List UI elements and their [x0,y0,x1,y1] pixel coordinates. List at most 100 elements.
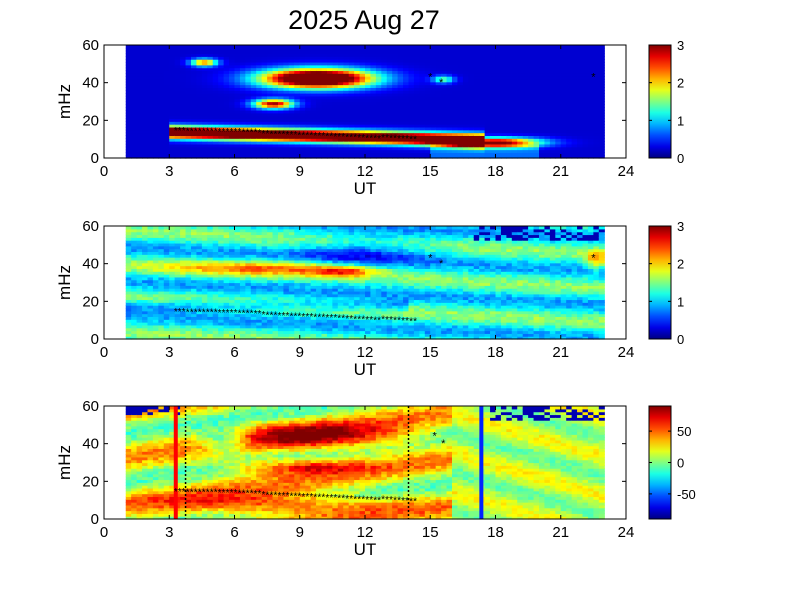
heatmap-cell [506,104,513,108]
heatmap-cell [185,143,192,148]
heatmap-cell [147,293,154,298]
heatmap-cell [337,149,344,153]
heatmap-cell [495,141,502,145]
heatmap-cell [158,115,165,120]
heatmap-cell [386,107,393,111]
heatmap-cell [261,59,268,63]
heatmap-cell [430,104,437,108]
heatmap-cell [435,101,442,105]
heatmap-cell [343,152,350,156]
heatmap-cell [430,56,437,60]
heatmap-cell [511,138,518,142]
heatmap-cell [142,50,149,55]
heatmap-cell [239,90,246,94]
heatmap-cell [348,118,355,122]
heatmap-cell [147,98,154,103]
heatmap-cell [207,84,214,88]
heatmap-cell [419,73,426,77]
heatmap-cell [152,324,159,329]
heatmap-cell [468,101,475,105]
heatmap-cell [446,95,453,100]
heatmap-cell [147,302,154,306]
heatmap-cell [201,101,208,105]
heatmap-cell [354,112,361,117]
heatmap-cell [403,73,410,77]
heatmap-cell [283,135,290,139]
heatmap-cell [441,98,448,103]
heatmap-cell [348,78,355,83]
heatmap-cell [180,124,187,128]
heatmap-cell [479,115,486,120]
heatmap-cell [196,59,203,63]
heatmap-cell [446,112,453,117]
heatmap-cell [375,67,382,72]
heatmap-cell [207,50,214,55]
heatmap-cell [125,248,132,253]
heatmap-cell [152,152,159,156]
heatmap-cell [310,115,317,120]
heatmap-cell [343,95,350,100]
heatmap-cell [386,101,393,105]
heatmap-cell [337,126,344,131]
heatmap-cell [250,61,257,66]
heatmap-cell [549,132,556,136]
heatmap-cell [305,50,312,55]
heatmap-cell [413,50,420,55]
heatmap-cell [174,95,181,100]
heatmap-cell [403,98,410,103]
heatmap-cell [142,101,149,105]
heatmap-cell [544,76,551,80]
heatmap-cell [528,124,535,128]
heatmap-cell [408,149,415,153]
heatmap-cell [582,98,589,103]
heatmap-cell [506,67,513,72]
heatmap-cell [152,101,159,105]
heatmap-cell [223,126,230,131]
heatmap-cell [495,81,502,86]
heatmap-cell [365,107,372,111]
heatmap-cell [283,70,290,74]
heatmap-cell [435,59,442,63]
heatmap-cell [593,109,600,114]
heatmap-cell [539,47,546,52]
heatmap-cell [354,126,361,131]
heatmap-cell [408,95,415,100]
heatmap-cell [185,155,192,159]
heatmap-cell [326,53,333,57]
heatmap-cell [185,146,192,151]
heatmap-cell [577,84,584,88]
heatmap-cell [549,112,556,117]
heatmap-cell [196,112,203,117]
heatmap-cell [560,93,567,97]
heatmap-cell [278,115,285,120]
heatmap-cell [354,118,361,122]
heatmap-cell [272,118,279,122]
heatmap-cell [348,53,355,57]
heatmap-cell [582,67,589,72]
heatmap-cell [452,56,459,60]
heatmap-cell [598,73,605,77]
heatmap-cell [147,61,154,66]
heatmap-cell [261,143,268,148]
heatmap-cell [495,53,502,57]
heatmap-cell [125,322,132,326]
heatmap-cell [500,129,507,134]
heatmap-cell [299,87,306,91]
heatmap-cell [169,64,176,69]
heatmap-cell [288,95,295,100]
heatmap-cell [245,53,252,57]
heatmap-cell [136,279,143,284]
heatmap-cell [218,78,225,83]
heatmap-cell [430,152,437,156]
heatmap-cell [408,104,415,108]
heatmap-cell [174,47,181,52]
heatmap-cell [582,53,589,57]
heatmap-cell [136,231,143,236]
heatmap-cell [468,61,475,66]
heatmap-cell [272,78,279,83]
heatmap-cell [408,76,415,80]
heatmap-cell [511,81,518,86]
heatmap-cell [528,50,535,55]
heatmap-cell [375,61,382,66]
heatmap-cell [495,143,502,148]
